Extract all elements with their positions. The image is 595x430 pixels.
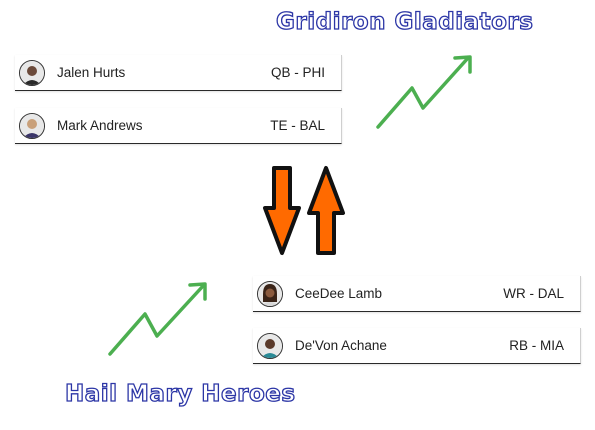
trending-up-icon — [108, 282, 207, 356]
player-position: RB - MIA — [509, 338, 564, 353]
player-position: TE - BAL — [270, 118, 325, 133]
trending-up-icon — [376, 55, 472, 129]
player-position: WR - DAL — [503, 286, 564, 301]
arrow-up-icon — [307, 166, 345, 255]
player-card-mark-andrews[interactable]: Mark Andrews TE - BAL — [15, 108, 342, 144]
player-card-devon-achane[interactable]: De'Von Achane RB - MIA — [253, 328, 581, 364]
arrow-down-icon — [263, 166, 301, 255]
team-title-bottom: Hail Mary Heroes — [64, 380, 296, 407]
player-position: QB - PHI — [270, 65, 325, 80]
player-avatar — [19, 59, 45, 86]
team-title-top: Gridiron Gladiators — [275, 8, 534, 35]
player-avatar — [257, 332, 283, 359]
player-card-jalen-hurts[interactable]: Jalen Hurts QB - PHI — [15, 55, 342, 91]
player-avatar — [257, 280, 283, 307]
player-name: CeeDee Lamb — [295, 286, 383, 301]
player-avatar — [19, 112, 45, 139]
player-name: De'Von Achane — [295, 338, 387, 353]
player-card-ceedee-lamb[interactable]: CeeDee Lamb WR - DAL — [253, 276, 581, 312]
player-name: Jalen Hurts — [57, 65, 126, 80]
player-name: Mark Andrews — [57, 118, 143, 133]
